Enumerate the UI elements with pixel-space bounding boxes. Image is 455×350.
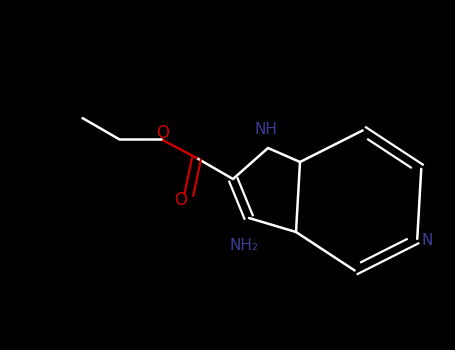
- Text: O: O: [174, 191, 187, 209]
- Text: N: N: [421, 233, 433, 248]
- Text: NH₂: NH₂: [229, 238, 258, 253]
- Text: NH: NH: [254, 122, 278, 138]
- Text: O: O: [157, 124, 169, 142]
